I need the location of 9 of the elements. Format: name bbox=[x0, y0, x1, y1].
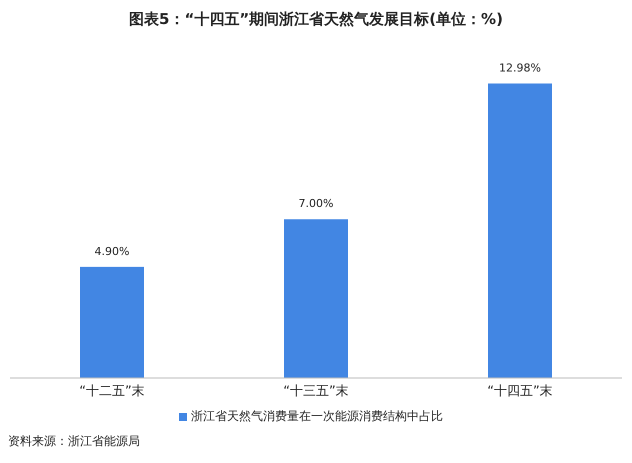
chart-title: 图表5：“十四五”期间浙江省天然气发展目标(单位：%) bbox=[128, 10, 504, 29]
legend-label: 浙江省天然气消费量在一次能源消费结构中占比 bbox=[191, 409, 443, 423]
x-tick-label: “十三五”末 bbox=[283, 384, 349, 400]
x-tick-label: “十二五”末 bbox=[79, 384, 145, 400]
data-label: 7.00% bbox=[298, 197, 334, 210]
data-label: 4.90% bbox=[94, 244, 130, 258]
x-tick-label: “十四五”末 bbox=[487, 384, 553, 400]
data-label: 12.98% bbox=[499, 62, 541, 75]
text: 资料来源：浙江省能源局 bbox=[8, 433, 140, 450]
